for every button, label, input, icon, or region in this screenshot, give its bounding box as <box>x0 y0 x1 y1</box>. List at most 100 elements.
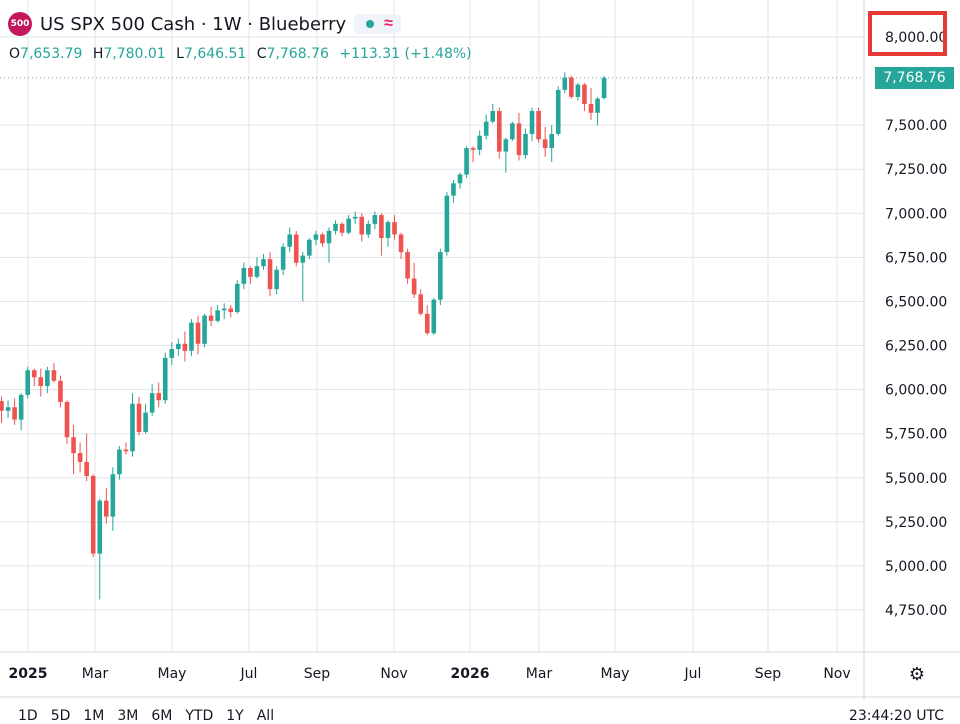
candle[interactable] <box>77 442 83 473</box>
candle[interactable] <box>555 86 561 136</box>
candle[interactable] <box>117 446 122 480</box>
candle[interactable] <box>235 280 240 314</box>
candle[interactable] <box>261 253 266 270</box>
candle[interactable] <box>529 107 535 142</box>
range-button-ytd[interactable]: YTD <box>185 708 214 724</box>
candle[interactable] <box>405 248 410 284</box>
candle[interactable] <box>444 192 450 256</box>
settings-icon[interactable]: ⚙ <box>908 664 926 684</box>
candle[interactable] <box>333 220 338 235</box>
candle[interactable] <box>549 125 554 163</box>
candle[interactable] <box>516 112 522 161</box>
candle[interactable] <box>385 220 391 247</box>
range-button-1m[interactable]: 1M <box>83 708 105 724</box>
candle[interactable] <box>84 433 89 482</box>
candle[interactable] <box>418 289 423 316</box>
candle[interactable] <box>254 257 260 279</box>
candle[interactable] <box>359 213 365 242</box>
candle[interactable] <box>582 82 587 112</box>
candle[interactable] <box>45 366 50 394</box>
candle[interactable] <box>575 82 581 101</box>
candle[interactable] <box>497 107 502 159</box>
candle[interactable] <box>38 368 44 397</box>
candle[interactable] <box>326 227 332 263</box>
candle[interactable] <box>320 232 325 247</box>
candle[interactable] <box>536 107 541 143</box>
candle[interactable] <box>300 252 306 302</box>
candle[interactable] <box>366 220 371 238</box>
candle[interactable] <box>392 215 397 240</box>
candle[interactable] <box>267 252 273 297</box>
candle[interactable] <box>280 243 286 276</box>
candle[interactable] <box>457 172 463 189</box>
candle[interactable] <box>156 382 161 408</box>
candle[interactable] <box>123 442 129 455</box>
candle[interactable] <box>274 266 279 295</box>
candle[interactable] <box>451 179 456 203</box>
candle[interactable] <box>313 230 319 246</box>
candle[interactable] <box>411 262 417 298</box>
candle[interactable] <box>182 331 188 362</box>
range-button-3m[interactable]: 3M <box>117 708 139 724</box>
candle[interactable] <box>438 248 443 305</box>
candle[interactable] <box>424 304 430 335</box>
candle[interactable] <box>221 303 227 320</box>
candle[interactable] <box>431 297 437 335</box>
candle[interactable] <box>470 146 476 163</box>
candle[interactable] <box>208 306 214 327</box>
candle[interactable] <box>90 474 96 558</box>
candle[interactable] <box>136 396 142 436</box>
candle[interactable] <box>477 130 482 156</box>
candle[interactable] <box>241 262 247 290</box>
candle[interactable] <box>510 121 515 142</box>
candle[interactable] <box>287 227 292 253</box>
candle[interactable] <box>601 75 607 100</box>
candle[interactable] <box>64 400 70 445</box>
candle[interactable] <box>595 96 600 126</box>
candle[interactable] <box>176 338 181 357</box>
candle[interactable] <box>169 342 175 365</box>
candle[interactable] <box>398 232 404 260</box>
candle[interactable] <box>248 266 253 284</box>
chart-title[interactable]: US SPX 500 Cash · 1W · Blueberry <box>40 13 347 35</box>
candle[interactable] <box>0 396 4 424</box>
candle[interactable] <box>12 398 17 425</box>
candle[interactable] <box>149 384 155 417</box>
candle[interactable] <box>228 304 234 318</box>
candle[interactable] <box>97 498 103 600</box>
candle[interactable] <box>71 424 76 475</box>
candle[interactable] <box>130 393 135 457</box>
range-button-all[interactable]: All <box>256 708 275 724</box>
range-button-1y[interactable]: 1Y <box>226 708 244 724</box>
candle[interactable] <box>339 222 345 237</box>
candle[interactable] <box>162 352 168 404</box>
candle[interactable] <box>31 368 37 387</box>
candle[interactable] <box>352 211 358 224</box>
candle[interactable] <box>542 126 548 157</box>
candle[interactable] <box>58 375 63 408</box>
candle[interactable] <box>18 393 24 431</box>
candle[interactable] <box>464 146 469 179</box>
candle[interactable] <box>483 114 489 140</box>
candle[interactable] <box>372 211 378 230</box>
candle[interactable] <box>562 72 568 94</box>
candle[interactable] <box>202 313 207 348</box>
candle[interactable] <box>523 128 528 159</box>
candle[interactable] <box>215 304 220 323</box>
candle[interactable] <box>346 215 351 235</box>
candle[interactable] <box>293 230 299 267</box>
candle[interactable] <box>143 403 148 434</box>
candle[interactable] <box>503 137 509 173</box>
range-button-5d[interactable]: 5D <box>50 708 71 724</box>
range-button-1d[interactable]: 1D <box>18 708 38 724</box>
candle[interactable] <box>569 75 574 99</box>
status-pill[interactable]: ≈ <box>354 14 401 34</box>
candle[interactable] <box>307 237 312 260</box>
candle[interactable] <box>110 467 116 531</box>
candle[interactable] <box>5 400 11 418</box>
candle[interactable] <box>104 488 109 524</box>
candle[interactable] <box>195 315 201 355</box>
candle[interactable] <box>490 103 496 124</box>
candle[interactable] <box>379 213 384 256</box>
